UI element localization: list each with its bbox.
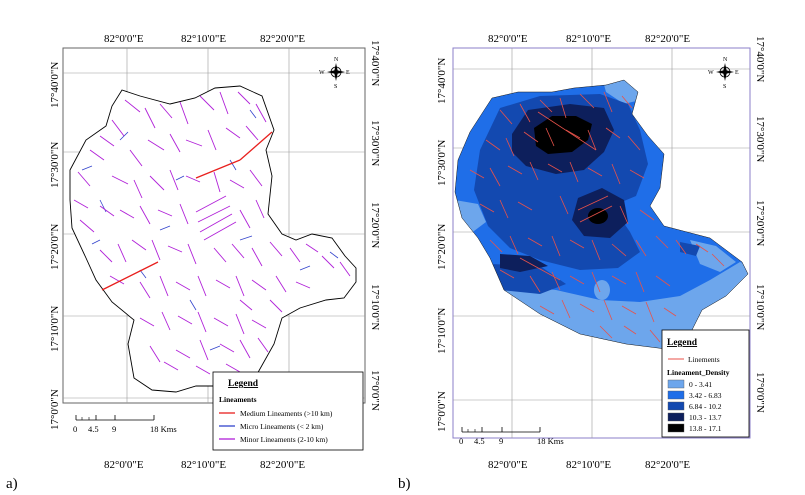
panel-b-coordinate-labels: 82°0'0"E 82°10'0"E 82°20'0"E 82°0'0"E 82…	[436, 33, 766, 471]
panel-b: N S E W 0 4.5 9 18 Kms Legend Linements …	[398, 33, 766, 492]
b-bottom-lon-1: 82°10'0"E	[566, 459, 611, 471]
a-top-lon-0: 82°0'0"E	[104, 33, 144, 45]
panel-a-coordinate-labels: 82°0'0"E 82°10'0"E 82°20'0"E 82°0'0"E 82…	[49, 33, 381, 471]
panel-a-medium-lineaments	[101, 131, 273, 291]
panel-b-lineaments	[469, 91, 725, 343]
panel-a-legend: Legend Lineaments Medium Lineaments (>10…	[212, 371, 364, 451]
panel-a: N S E W 0 4.5 9 18 Kms Legend Lineaments…	[6, 33, 381, 492]
density-class-4-area	[534, 116, 592, 154]
panel-a-minor-lineaments	[73, 91, 351, 375]
north-arrow-b-n: N	[723, 57, 728, 63]
b-top-lon-0: 82°0'0"E	[488, 33, 528, 45]
north-arrow-b-s: S	[723, 84, 726, 90]
scale-tick-9: 9	[112, 424, 116, 434]
a-right-lat-0: 17°40'0"N	[369, 40, 381, 86]
scale-b-tick-18: 18 Kms	[537, 436, 564, 446]
a-left-lat-1: 17°30'0"N	[49, 142, 61, 188]
a-top-lon-1: 82°10'0"E	[181, 33, 226, 45]
panel-a-letter: a)	[6, 476, 18, 492]
a-left-lat-4: 17°0'0"N	[49, 389, 61, 430]
b-left-lat-3: 17°10'0"N	[436, 308, 448, 354]
scale-b-tick-9: 9	[499, 436, 503, 446]
a-right-lat-4: 17°0'0"N	[369, 370, 381, 411]
b-left-lat-2: 17°20'0"N	[436, 224, 448, 270]
north-arrow-n: N	[334, 57, 339, 63]
legend-b-title: Legend	[667, 338, 698, 348]
a-bottom-lon-2: 82°20'0"E	[260, 459, 305, 471]
b-left-lat-1: 17°30'0"N	[436, 140, 448, 186]
b-left-lat-0: 17°40'0"N	[436, 58, 448, 104]
panel-b-legend: Legend Linements Lineament_Density 0 - 3…	[661, 329, 750, 438]
scale-tick-18: 18 Kms	[150, 424, 177, 434]
legend-b-density-title: Lineament_Density	[667, 368, 730, 377]
a-top-lon-2: 82°20'0"E	[260, 33, 305, 45]
b-top-lon-2: 82°20'0"E	[645, 33, 690, 45]
legend-a-title: Legend	[228, 379, 259, 389]
scale-tick-4-5: 4.5	[88, 424, 99, 434]
b-left-lat-4: 17°0'0"N	[436, 391, 448, 432]
legend-a-item-medium: Medium Lineaments (>10 km)	[240, 409, 333, 418]
b-bottom-lon-2: 82°20'0"E	[645, 459, 690, 471]
a-right-lat-3: 17°10'0"N	[369, 284, 381, 330]
b-bottom-lon-0: 82°0'0"E	[488, 459, 528, 471]
scale-b-tick-4-5: 4.5	[474, 436, 485, 446]
b-right-lat-1: 17°30'0"N	[754, 116, 766, 162]
a-bottom-lon-1: 82°10'0"E	[181, 459, 226, 471]
north-arrow-s: S	[334, 84, 337, 90]
legend-b-class-0: 0 - 3.41	[689, 380, 712, 389]
b-right-lat-3: 17°10'0"N	[754, 284, 766, 330]
panel-a-study-area-boundary	[69, 85, 357, 393]
a-bottom-lon-0: 82°0'0"E	[104, 459, 144, 471]
panel-b-study-area-boundary	[454, 79, 749, 351]
scale-tick-0: 0	[73, 424, 77, 434]
a-left-lat-3: 17°10'0"N	[49, 306, 61, 352]
legend-a-subtitle: Lineaments	[219, 395, 257, 404]
b-right-lat-4: 17°0'0"N	[754, 372, 766, 413]
a-left-lat-0: 17°40'0"N	[49, 62, 61, 108]
panel-a-north-arrow: N S E W	[319, 57, 350, 90]
legend-b-lineaments: Linements	[688, 355, 720, 364]
a-right-lat-1: 17°30'0"N	[369, 120, 381, 166]
panel-b-letter: b)	[398, 476, 411, 492]
legend-b-class-4: 13.8 - 17.1	[689, 424, 722, 433]
a-right-lat-2: 17°20'0"N	[369, 202, 381, 248]
north-arrow-w: W	[319, 70, 325, 76]
b-right-lat-2: 17°20'0"N	[754, 200, 766, 246]
scale-b-tick-0: 0	[459, 436, 463, 446]
legend-a-item-minor: Minor Lineaments (2-10 km)	[240, 435, 328, 444]
north-arrow-b-w: W	[708, 70, 714, 76]
legend-a-item-micro: Micro Lineaments (< 2 km)	[240, 422, 324, 431]
legend-b-class-3: 10.3 - 13.7	[689, 413, 722, 422]
north-arrow-e: E	[346, 70, 350, 76]
legend-b-class-2: 6.84 - 10.2	[689, 402, 722, 411]
b-right-lat-0: 17°40'0"N	[754, 36, 766, 82]
panel-b-scale-bar: 0 4.5 9 18 Kms	[459, 427, 564, 446]
north-arrow-b-e: E	[735, 70, 739, 76]
a-left-lat-2: 17°20'0"N	[49, 224, 61, 270]
b-top-lon-1: 82°10'0"E	[566, 33, 611, 45]
legend-b-class-1: 3.42 - 6.83	[689, 391, 722, 400]
panel-b-north-arrow: N S E W	[708, 57, 739, 90]
panel-a-scale-bar: 0 4.5 9 18 Kms	[73, 415, 177, 434]
